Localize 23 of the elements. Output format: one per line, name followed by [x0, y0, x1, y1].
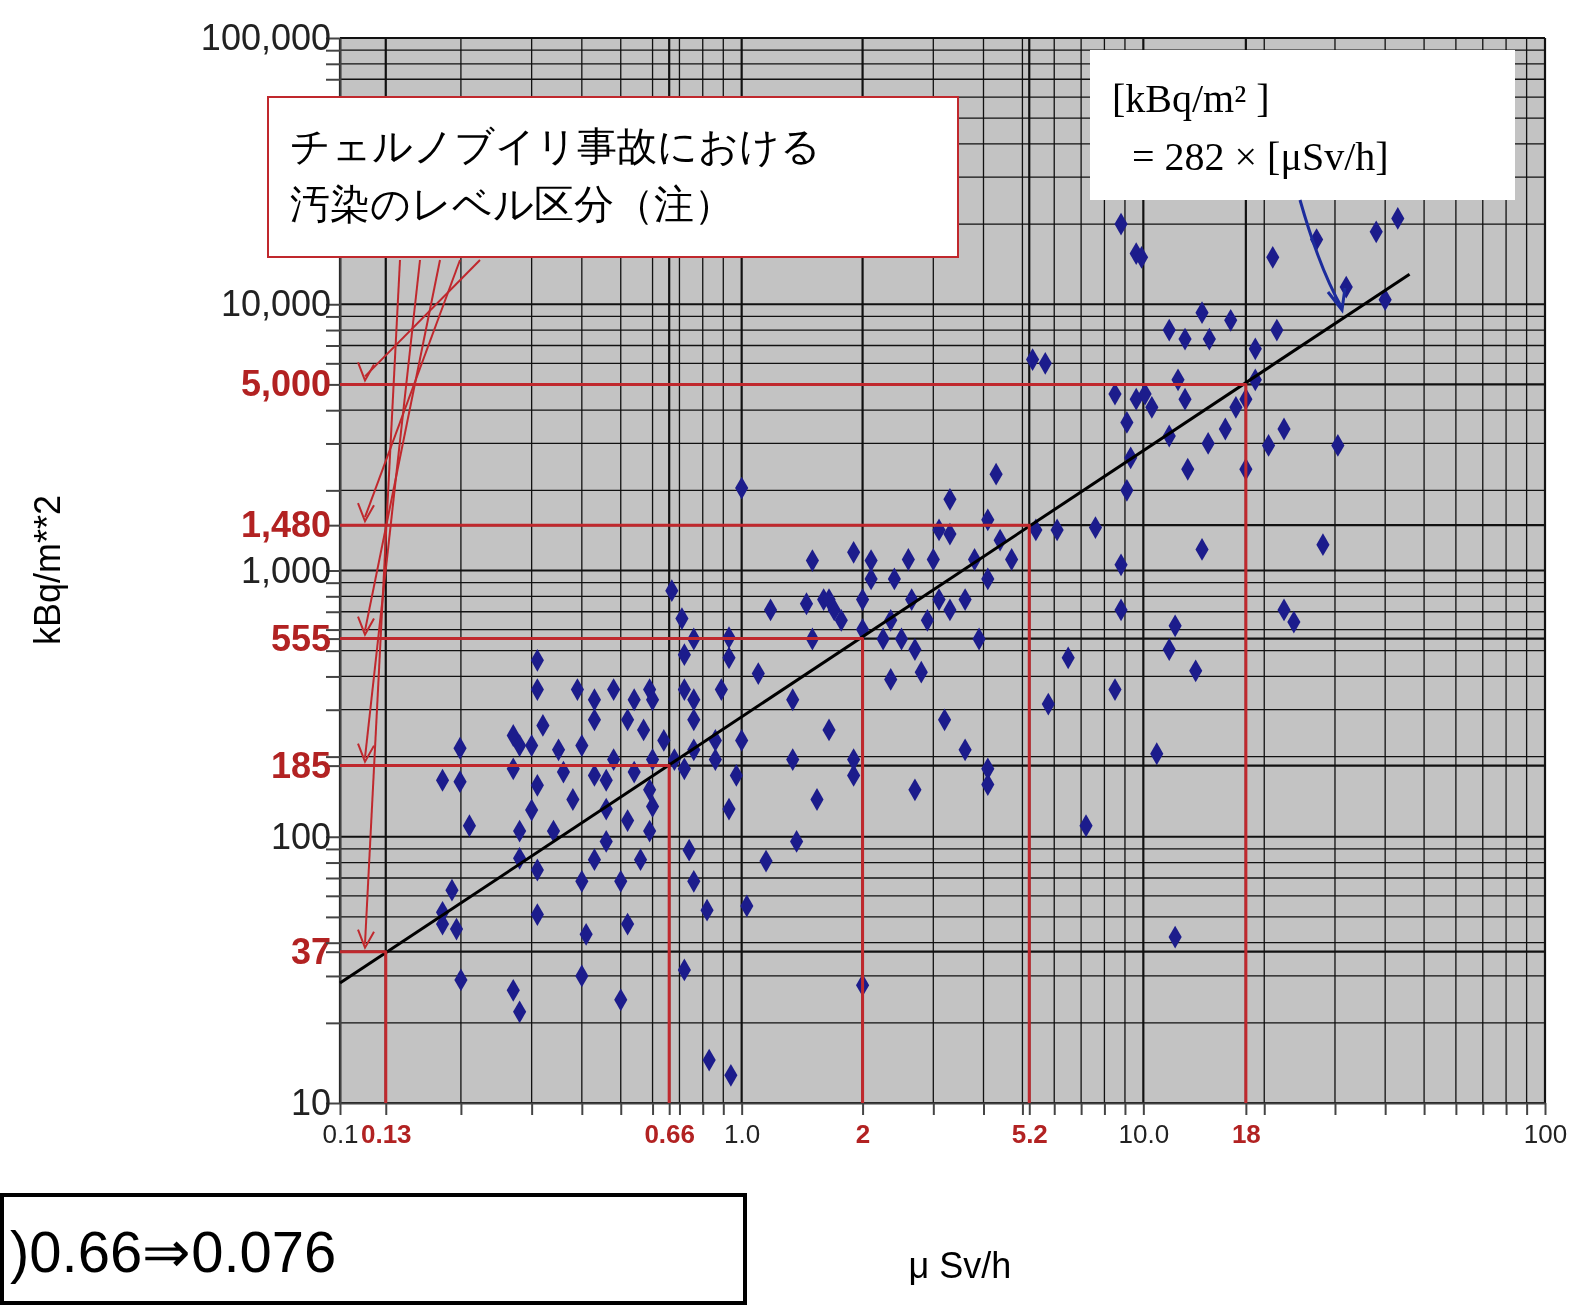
annotation: [kBq/m² ] = 282 × [μSv/h]	[1112, 76, 1389, 179]
annotation: チェルノブイリ事故における	[290, 123, 821, 169]
x-tick-label: 5.2	[1011, 1119, 1048, 1150]
x-tick-label: 2	[855, 1119, 871, 1150]
y-tick-label: 100,000	[200, 17, 331, 59]
y-tick-label: 1,000	[240, 549, 331, 591]
x-tick-label: 1.0	[724, 1119, 761, 1150]
x-tick-label: 18	[1231, 1119, 1261, 1150]
y-tick-label: 5,000	[240, 363, 331, 405]
y-tick-label: 1,480	[240, 504, 331, 546]
y-tick-label: 185	[270, 744, 331, 786]
y-axis-title: kBq/m**2	[27, 494, 68, 646]
x-tick-label: 0.66	[644, 1119, 695, 1150]
y-tick-label: 100	[270, 815, 331, 857]
y-tick-label: 555	[270, 617, 331, 659]
x-tick-label: 10.0	[1118, 1119, 1170, 1150]
x-axis-title: μ Sv/h	[908, 1245, 1012, 1286]
y-tick-label: 37	[290, 930, 331, 972]
annotation: 汚染のレベル区分（注）	[290, 181, 734, 227]
x-tick-label: 0.13	[360, 1119, 412, 1150]
text: )0.66⇒0.076	[10, 1219, 337, 1284]
x-tick-label: 100	[1523, 1119, 1568, 1150]
y-tick-label: 10,000	[220, 283, 331, 325]
